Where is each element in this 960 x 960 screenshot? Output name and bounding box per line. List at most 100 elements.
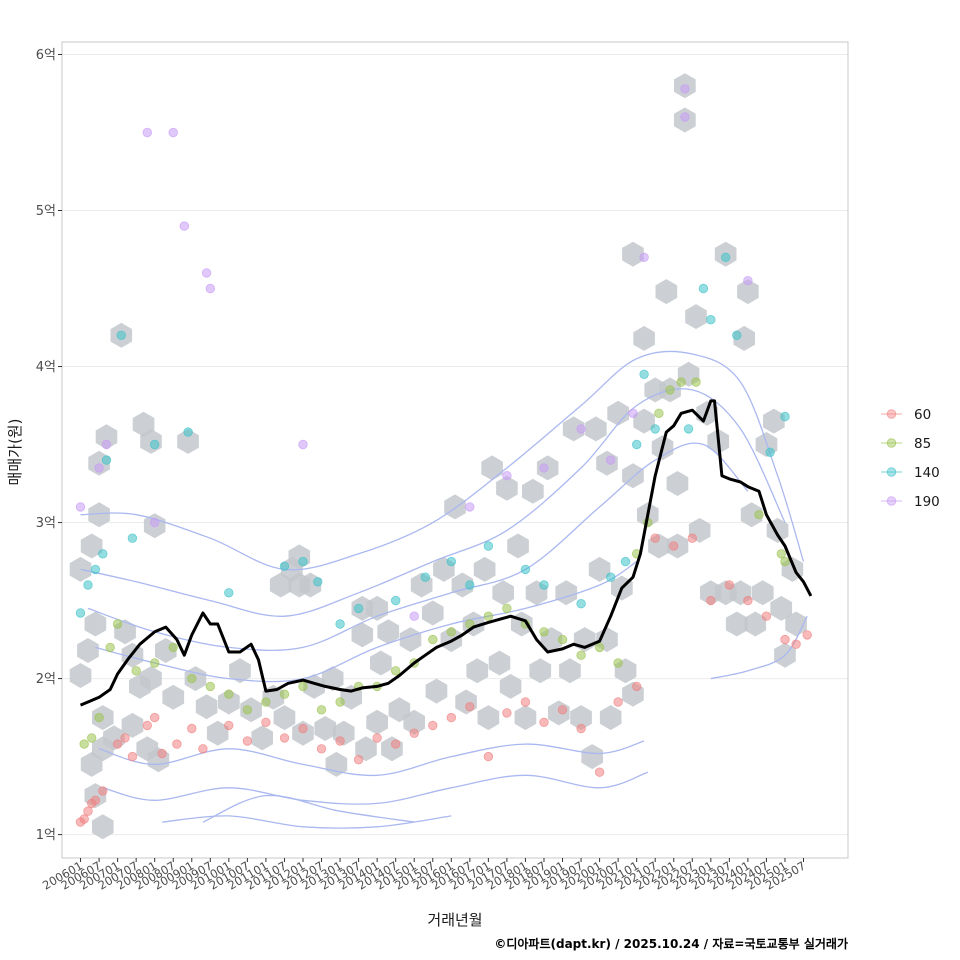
data-point-60: [428, 720, 438, 731]
scatter-points-layer: [75, 84, 812, 827]
data-point-190: [168, 127, 178, 138]
data-point-140: [83, 580, 93, 590]
data-point-85: [691, 377, 701, 387]
hexbin-cell: [88, 502, 110, 528]
data-point-60: [502, 708, 512, 718]
legend: 60 85 140 190: [881, 407, 940, 510]
data-point-140: [420, 572, 431, 582]
data-point-85: [112, 619, 123, 629]
data-point-190: [298, 439, 308, 450]
density-contour-layer: [80, 350, 808, 829]
hexbin-cell: [477, 705, 500, 731]
data-point-60: [613, 697, 623, 707]
hexbin-cell: [488, 650, 511, 676]
hexbin-cell: [685, 304, 707, 330]
hexbin-cell: [514, 705, 537, 731]
hexbin-cell: [251, 725, 273, 751]
y-tick-label: 5억: [36, 204, 56, 219]
hexbin-cell: [725, 611, 748, 637]
data-point-190: [142, 127, 153, 138]
hexbin-cell: [737, 279, 759, 305]
data-point-60: [120, 733, 130, 743]
data-point-60: [576, 723, 586, 734]
source-caption: ©디아파트(dapt.kr) / 2025.10.24 / 자료=국토교통부 실…: [494, 936, 848, 951]
data-point-60: [465, 702, 475, 712]
hexbin-cell: [770, 595, 793, 621]
data-point-85: [428, 634, 438, 645]
data-point-85: [224, 689, 234, 699]
data-point-190: [75, 502, 86, 512]
density-contour: [162, 815, 452, 829]
data-point-190: [743, 276, 753, 286]
density-contour: [202, 794, 415, 823]
data-point-60: [372, 733, 382, 743]
y-tick-label: 3억: [36, 516, 56, 531]
data-point-140: [116, 330, 127, 341]
trend-line-layer: [79, 399, 813, 707]
hexbin-cell: [377, 619, 400, 645]
data-point-190: [606, 455, 616, 465]
legend-label: 190: [914, 494, 940, 510]
hexbin-cell: [140, 666, 162, 692]
data-point-60: [79, 814, 89, 824]
data-point-190: [576, 424, 586, 434]
density-contour: [98, 740, 645, 777]
data-point-140: [732, 330, 742, 341]
data-point-85: [676, 377, 686, 387]
data-point-85: [261, 697, 271, 707]
x-tick-label: 202507: [763, 858, 808, 892]
hexbin-cell: [599, 705, 622, 731]
data-point-140: [780, 411, 790, 422]
hexbin-cell: [496, 475, 518, 501]
data-point-85: [187, 673, 197, 684]
hexbin-cell: [177, 428, 199, 454]
data-point-60: [242, 736, 253, 746]
density-contour: [80, 350, 805, 571]
hexbin-cell: [666, 471, 689, 496]
data-point-190: [502, 471, 512, 481]
data-point-140: [520, 564, 531, 575]
hexbin-cell: [559, 658, 581, 684]
hexbin-cell: [473, 556, 496, 582]
hexbin-cell: [195, 694, 218, 720]
hexbin-cell: [206, 720, 229, 746]
data-point-85: [205, 681, 216, 692]
hexbin-cell: [95, 424, 118, 450]
data-point-140: [576, 599, 586, 609]
legend-label: 85: [914, 436, 931, 452]
hexbin-cell: [269, 572, 292, 598]
hexbin-cell: [84, 611, 107, 637]
data-point-85: [483, 611, 494, 621]
data-point-85: [654, 408, 664, 419]
data-point-85: [79, 739, 89, 749]
data-point-190: [179, 221, 190, 231]
hexbin-cell: [77, 638, 99, 663]
data-point-190: [94, 463, 104, 473]
data-point-60: [142, 720, 153, 731]
hexbin-cell: [481, 455, 503, 481]
data-point-85: [149, 658, 160, 668]
data-point-60: [724, 580, 735, 590]
data-point-60: [127, 751, 138, 762]
panel-border: [61, 41, 849, 859]
data-point-190: [409, 611, 419, 621]
data-point-190: [101, 439, 112, 450]
data-point-85: [446, 627, 457, 637]
data-point-140: [683, 424, 694, 434]
hexbin-cell: [507, 533, 529, 559]
data-point-60: [298, 723, 308, 734]
hexbin-cell: [466, 658, 489, 684]
data-point-140: [313, 577, 323, 587]
hexbin-cell: [303, 673, 325, 699]
data-point-60: [98, 786, 108, 796]
data-point-85: [391, 666, 401, 676]
hexbin-cell: [740, 502, 763, 528]
data-point-60: [687, 533, 698, 543]
data-point-190: [680, 84, 690, 94]
data-point-85: [613, 658, 623, 668]
data-point-60: [391, 739, 401, 749]
hexbin-cell: [321, 666, 344, 692]
y-tick-label: 1억: [36, 828, 56, 843]
data-point-60: [802, 630, 812, 640]
data-point-60: [198, 744, 208, 754]
